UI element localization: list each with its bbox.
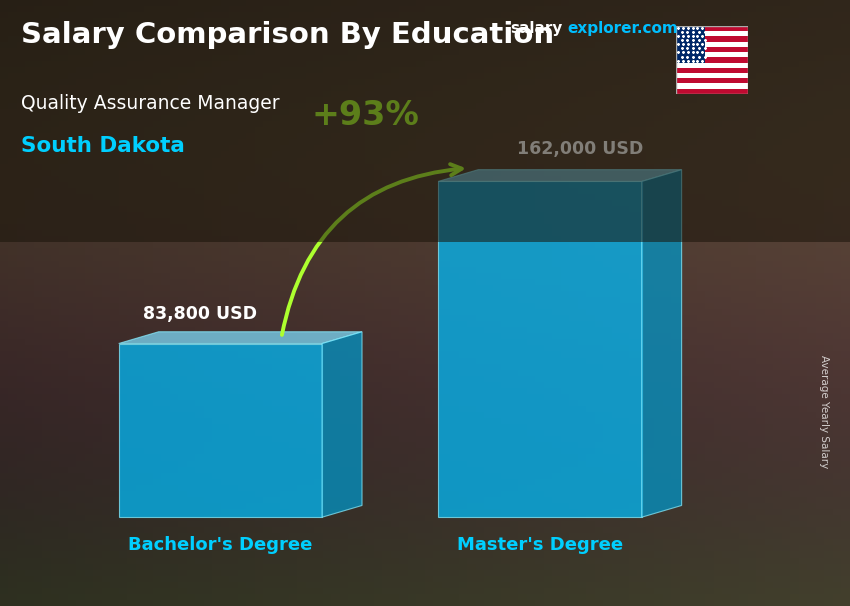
Text: salary: salary xyxy=(510,21,563,36)
Polygon shape xyxy=(322,331,362,518)
Text: 162,000 USD: 162,000 USD xyxy=(517,140,643,158)
Polygon shape xyxy=(119,344,322,518)
Bar xyxy=(676,42,748,47)
Bar xyxy=(676,62,748,68)
Bar xyxy=(676,88,748,94)
Polygon shape xyxy=(119,331,362,344)
Text: Quality Assurance Manager: Quality Assurance Manager xyxy=(21,94,280,113)
Bar xyxy=(676,84,748,88)
Text: 83,800 USD: 83,800 USD xyxy=(143,305,257,324)
Bar xyxy=(676,26,705,62)
Bar xyxy=(676,32,748,36)
Bar xyxy=(676,73,748,78)
Bar xyxy=(676,52,748,58)
Polygon shape xyxy=(439,170,682,181)
Bar xyxy=(676,78,748,84)
Bar xyxy=(676,36,748,42)
Text: Master's Degree: Master's Degree xyxy=(457,536,623,554)
Text: explorer.com: explorer.com xyxy=(568,21,678,36)
Polygon shape xyxy=(439,181,642,518)
Text: Average Yearly Salary: Average Yearly Salary xyxy=(819,356,829,468)
Bar xyxy=(676,47,748,52)
Bar xyxy=(676,58,748,62)
Polygon shape xyxy=(642,170,682,518)
Text: Salary Comparison By Education: Salary Comparison By Education xyxy=(21,21,554,49)
Bar xyxy=(676,26,748,32)
Bar xyxy=(676,68,748,73)
Text: +93%: +93% xyxy=(312,99,420,133)
Text: Bachelor's Degree: Bachelor's Degree xyxy=(128,536,313,554)
Text: South Dakota: South Dakota xyxy=(21,136,185,156)
